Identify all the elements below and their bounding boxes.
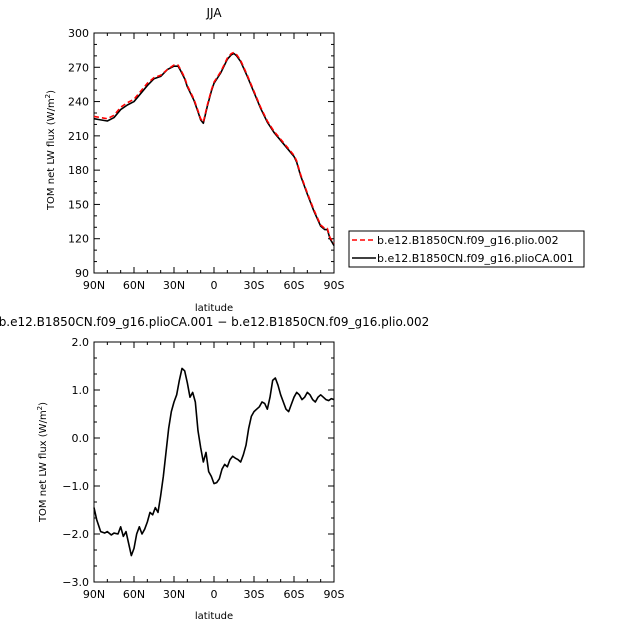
y-tick-label: 270	[68, 61, 89, 74]
x-tick-label: 60N	[123, 588, 145, 601]
panel-title: JJA	[205, 6, 222, 20]
legend-box	[348, 230, 585, 268]
x-tick-label: 60S	[284, 588, 305, 601]
legend: b.e12.B1850CN.f09_g16.plio.002 b.e12.B18…	[348, 230, 585, 268]
x-tick-label: 30N	[163, 279, 185, 292]
x-tick-label: 30S	[244, 279, 265, 292]
x-tick-label: 90S	[324, 279, 345, 292]
panel-title-difference: b.e12.B1850CN.f09_g16.plioCA.001 − b.e12…	[0, 315, 429, 329]
series-line-0	[93, 51, 335, 244]
y-tick-label: −2.0	[62, 528, 89, 541]
y-tick-label: −3.0	[62, 576, 89, 589]
y-tick-label: −1.0	[62, 480, 89, 493]
flux-panel: JJA 90N 60N 30N 0 30S 60S 90S 90 120 150 180 210 240…	[44, 6, 585, 314]
bottom-ticks: 90N 60N 30N 0 30S 60S 90S −3.0 −2.0 −1.0 0.0 1.0 2.0	[62, 336, 344, 601]
y-tick-label: 0.0	[72, 432, 90, 445]
plot-frame	[93, 32, 335, 274]
y-tick-label: 210	[68, 130, 89, 143]
legend-label-plio: b.e12.B1850CN.f09_g16.plio.002	[377, 234, 559, 247]
bottom-series	[93, 367, 335, 557]
y-tick-label: 300	[68, 27, 89, 40]
x-tick-label: 0	[211, 279, 218, 292]
y-tick-label: 180	[68, 164, 89, 177]
x-tick-label: 90N	[83, 279, 105, 292]
series-line-0	[93, 367, 335, 557]
y-tick-label: 120	[68, 233, 89, 246]
y-axis-label-difference: TOM net LW flux (W/m2)	[36, 402, 49, 523]
x-tick-label: 30S	[244, 588, 265, 601]
top-series	[93, 51, 335, 246]
x-tick-label: 60N	[123, 279, 145, 292]
top-ticks: 90N 60N 30N 0 30S 60S 90S 90 120 150 180 210 240 270 3…	[68, 27, 345, 292]
y-axis-label: TOM net LW flux (W/m2)	[44, 90, 57, 211]
x-axis-label: latitude	[195, 303, 233, 314]
y-tick-label: 240	[68, 96, 89, 109]
y-tick-label: 2.0	[72, 336, 90, 349]
legend-label-plioca: b.e12.B1850CN.f09_g16.plioCA.001	[377, 252, 574, 265]
x-tick-label: 90N	[83, 588, 105, 601]
x-tick-label: 30N	[163, 588, 185, 601]
y-tick-label: 90	[75, 267, 89, 280]
x-tick-label: 60S	[284, 279, 305, 292]
x-tick-label: 90S	[324, 588, 345, 601]
y-tick-label: 150	[68, 198, 89, 211]
x-tick-label: 0	[211, 588, 218, 601]
difference-panel: b.e12.B1850CN.f09_g16.plioCA.001 − b.e12…	[0, 315, 429, 622]
y-tick-label: 1.0	[72, 384, 90, 397]
x-axis-label-difference: latitude	[195, 611, 233, 622]
